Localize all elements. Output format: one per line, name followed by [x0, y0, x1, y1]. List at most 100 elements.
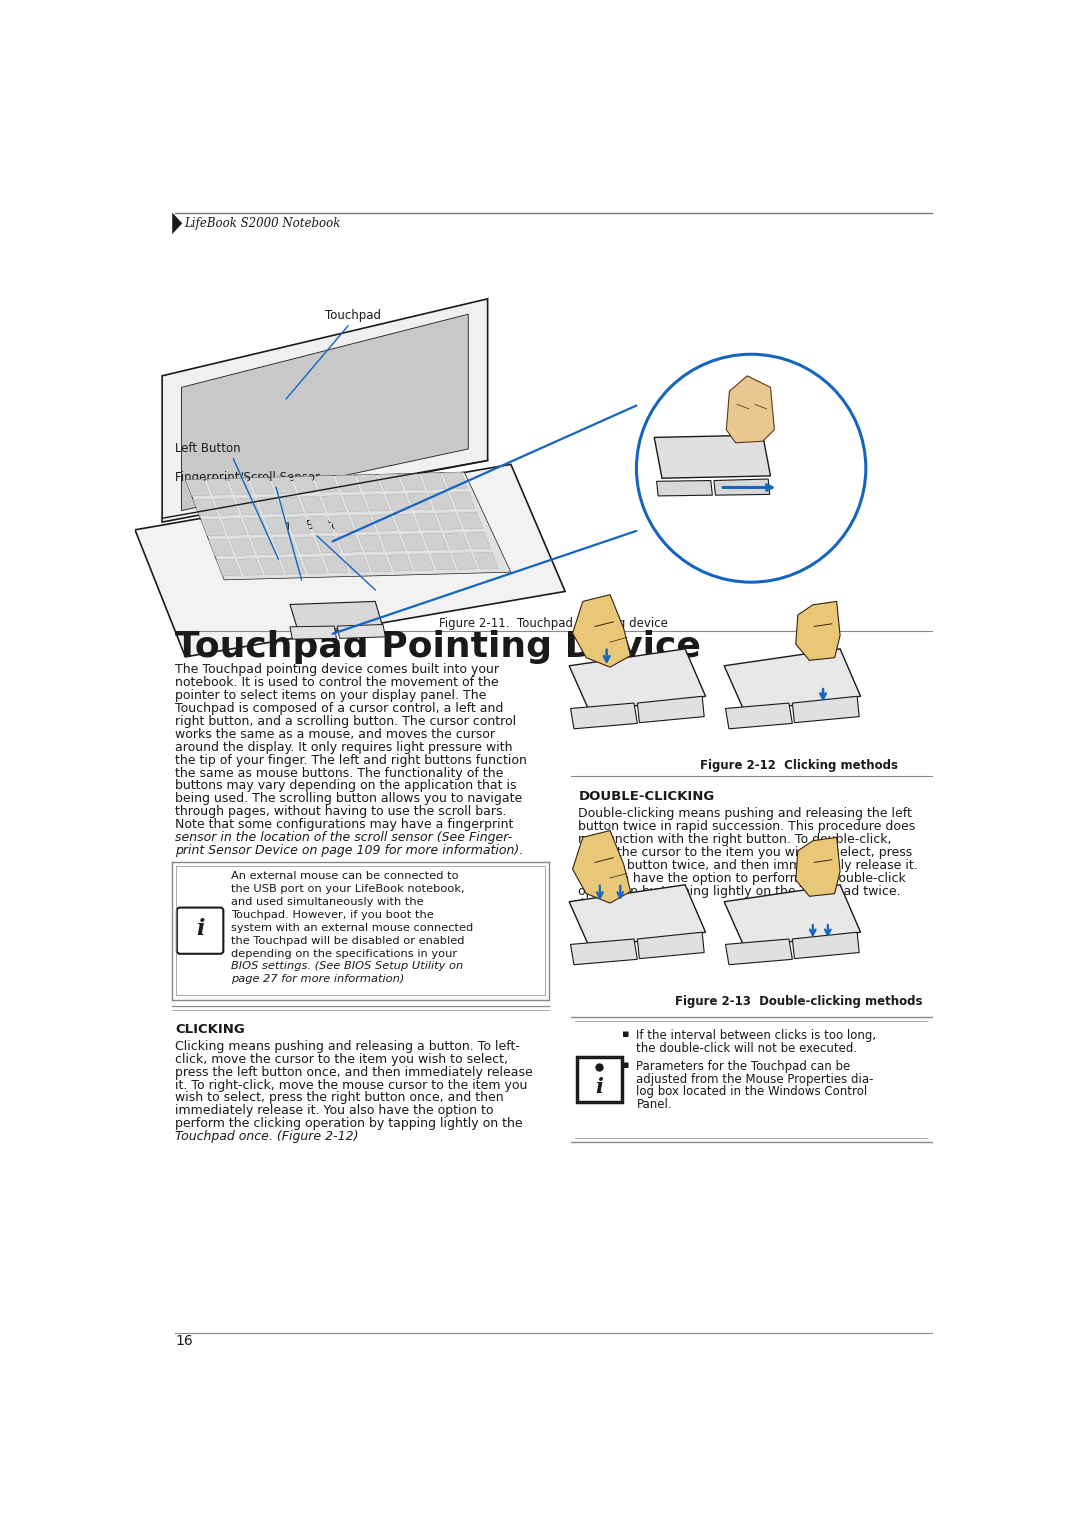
Polygon shape: [271, 477, 296, 494]
Polygon shape: [654, 436, 770, 479]
Text: 16: 16: [175, 1335, 193, 1348]
Polygon shape: [726, 939, 793, 965]
Text: Figure 2-13  Double-clicking methods: Figure 2-13 Double-clicking methods: [675, 996, 923, 1008]
Polygon shape: [570, 939, 637, 965]
Polygon shape: [357, 474, 381, 491]
Text: An external mouse can be connected to: An external mouse can be connected to: [231, 871, 459, 881]
Text: and used simultaneously with the: and used simultaneously with the: [231, 897, 423, 907]
Text: move the cursor to the item you wish to select, press: move the cursor to the item you wish to …: [578, 845, 913, 859]
Polygon shape: [186, 479, 210, 495]
Text: Parameters for the Touchpad can be: Parameters for the Touchpad can be: [636, 1060, 851, 1072]
FancyBboxPatch shape: [177, 908, 224, 954]
Polygon shape: [343, 495, 367, 512]
Polygon shape: [402, 534, 427, 551]
Text: Touchpad Pointing Device: Touchpad Pointing Device: [175, 630, 701, 664]
Polygon shape: [445, 532, 469, 549]
Text: not function with the right button. To double-click,: not function with the right button. To d…: [578, 833, 892, 845]
Text: If the interval between clicks is too long,: If the interval between clicks is too lo…: [636, 1029, 877, 1042]
Polygon shape: [207, 479, 231, 495]
Text: page 27 for more information): page 27 for more information): [231, 974, 405, 985]
Polygon shape: [637, 933, 704, 959]
Polygon shape: [329, 515, 354, 532]
Text: Note that some configurations may have a fingerprint: Note that some configurations may have a…: [175, 818, 514, 831]
Polygon shape: [291, 601, 383, 630]
Polygon shape: [437, 512, 461, 529]
Text: CLICKING: CLICKING: [175, 1023, 245, 1035]
Polygon shape: [388, 555, 413, 571]
Polygon shape: [322, 495, 347, 512]
Polygon shape: [572, 830, 631, 904]
Text: around the display. It only requires light pressure with: around the display. It only requires lig…: [175, 741, 513, 753]
Text: right button, and a scrolling button. The cursor control: right button, and a scrolling button. Th…: [175, 715, 516, 727]
Text: the USB port on your LifeBook notebook,: the USB port on your LifeBook notebook,: [231, 884, 464, 894]
Text: DOUBLE-CLICKING: DOUBLE-CLICKING: [578, 790, 715, 804]
Text: Touchpad is composed of a cursor control, a left and: Touchpad is composed of a cursor control…: [175, 703, 503, 715]
Polygon shape: [257, 497, 282, 514]
Polygon shape: [373, 514, 397, 531]
Polygon shape: [727, 376, 774, 443]
Polygon shape: [421, 472, 446, 489]
Text: wish to select, press the right button once, and then: wish to select, press the right button o…: [175, 1092, 504, 1104]
Polygon shape: [657, 480, 713, 495]
Text: notebook. It is used to control the movement of the: notebook. It is used to control the move…: [175, 676, 499, 689]
Polygon shape: [725, 885, 861, 948]
Polygon shape: [244, 518, 268, 535]
Polygon shape: [409, 554, 434, 571]
Polygon shape: [259, 558, 284, 575]
Text: Double-clicking means pushing and releasing the left: Double-clicking means pushing and releas…: [578, 807, 913, 821]
Polygon shape: [453, 552, 476, 569]
Text: press the left button once, and then immediately release: press the left button once, and then imm…: [175, 1066, 534, 1078]
Text: ▪: ▪: [622, 1029, 630, 1039]
Text: immediately release it. You also have the option to: immediately release it. You also have th…: [175, 1104, 494, 1117]
Text: Fingerprint/Scroll Sensor: Fingerprint/Scroll Sensor: [175, 471, 321, 483]
Polygon shape: [793, 696, 860, 723]
Polygon shape: [458, 512, 483, 529]
Polygon shape: [336, 476, 360, 491]
Polygon shape: [230, 538, 255, 555]
Polygon shape: [162, 299, 488, 522]
Polygon shape: [135, 465, 565, 657]
Polygon shape: [193, 499, 217, 515]
Text: buttons may vary depending on the application that is: buttons may vary depending on the applic…: [175, 779, 517, 793]
Polygon shape: [222, 518, 246, 535]
Text: Clicking means pushing and releasing a button. To left-: Clicking means pushing and releasing a b…: [175, 1040, 521, 1052]
Text: (Figure 2-13): (Figure 2-13): [578, 897, 660, 911]
Polygon shape: [300, 497, 325, 512]
Polygon shape: [474, 552, 498, 569]
Polygon shape: [291, 626, 337, 640]
Text: BIOS settings. (See BIOS Setup Utility on: BIOS settings. (See BIOS Setup Utility o…: [231, 962, 463, 971]
Polygon shape: [273, 537, 297, 554]
Polygon shape: [295, 537, 319, 554]
Polygon shape: [450, 492, 475, 509]
Text: i: i: [595, 1077, 603, 1097]
Polygon shape: [793, 933, 860, 959]
Polygon shape: [365, 494, 389, 511]
Polygon shape: [215, 499, 239, 515]
Text: Touchpad once. (Figure 2-12): Touchpad once. (Figure 2-12): [175, 1131, 359, 1143]
Polygon shape: [796, 838, 840, 896]
Polygon shape: [400, 474, 424, 489]
Text: pointer to select items on your display panel. The: pointer to select items on your display …: [175, 689, 487, 703]
Polygon shape: [572, 595, 631, 667]
Text: works the same as a mouse, and moves the cursor: works the same as a mouse, and moves the…: [175, 727, 496, 741]
Text: system with an external mouse connected: system with an external mouse connected: [231, 922, 473, 933]
Polygon shape: [252, 538, 275, 555]
Text: it. To right-click, move the mouse cursor to the item you: it. To right-click, move the mouse curso…: [175, 1078, 528, 1092]
Polygon shape: [467, 532, 490, 549]
Polygon shape: [359, 535, 383, 552]
Text: ▪: ▪: [622, 1060, 630, 1069]
Polygon shape: [186, 472, 511, 580]
Text: Left Button: Left Button: [175, 442, 241, 456]
Polygon shape: [337, 535, 362, 552]
Polygon shape: [346, 555, 369, 572]
Text: button twice in rapid succession. This procedure does: button twice in rapid succession. This p…: [578, 821, 916, 833]
Polygon shape: [637, 696, 704, 723]
Polygon shape: [570, 703, 637, 729]
Text: the same as mouse buttons. The functionality of the: the same as mouse buttons. The functiona…: [175, 767, 503, 779]
Polygon shape: [387, 494, 410, 511]
Polygon shape: [726, 703, 793, 729]
Text: sensor in the location of the scroll sensor (See Finger-: sensor in the location of the scroll sen…: [175, 831, 513, 844]
Text: adjusted from the Mouse Properties dia-: adjusted from the Mouse Properties dia-: [636, 1072, 874, 1086]
Text: being used. The scrolling button allows you to navigate: being used. The scrolling button allows …: [175, 793, 523, 805]
Polygon shape: [337, 624, 386, 638]
